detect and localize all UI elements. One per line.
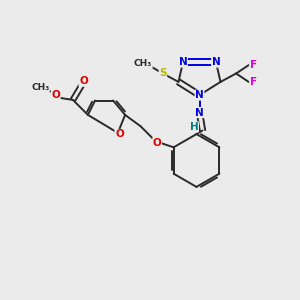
Text: O: O: [153, 138, 161, 148]
Text: O: O: [115, 129, 124, 140]
Text: CH₃: CH₃: [31, 82, 49, 91]
Text: O: O: [79, 76, 88, 86]
Text: N: N: [212, 57, 220, 67]
Text: F: F: [250, 60, 257, 70]
Text: O: O: [51, 89, 60, 100]
Text: F: F: [250, 77, 257, 87]
Text: N: N: [178, 57, 188, 67]
Text: S: S: [159, 68, 167, 79]
Text: N: N: [195, 107, 204, 118]
Text: CH₃: CH₃: [134, 59, 152, 68]
Text: H: H: [190, 122, 199, 132]
Text: N: N: [195, 90, 204, 100]
